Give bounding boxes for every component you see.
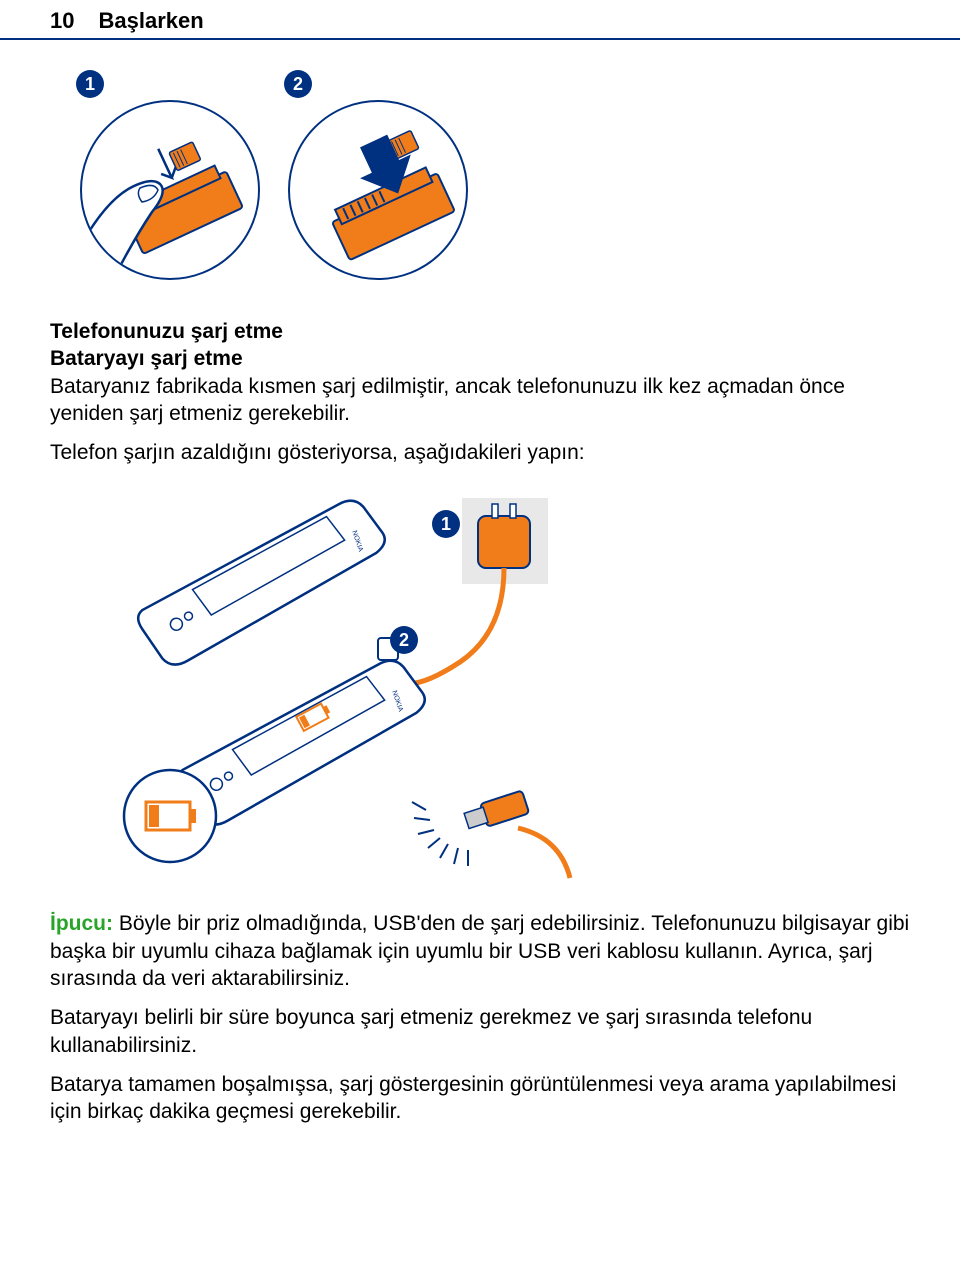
page-header: 10 Başlarken: [0, 0, 960, 40]
page-number: 10: [50, 8, 74, 34]
sdcard-illustration: 1 2: [70, 70, 490, 290]
paragraph-usage-during-charge: Bataryayı belirli bir süre boyunca şarj …: [50, 1004, 910, 1059]
section-title: Başlarken: [98, 8, 203, 34]
charging-illustration: NOKIA NOKIA: [70, 482, 610, 882]
heading-charge-battery: Bataryayı şarj etme: [50, 347, 243, 370]
sdcard-step1-svg: [82, 102, 260, 280]
step-badge-1: 1: [76, 70, 104, 98]
paragraph-fully-drained: Batarya tamamen boşalmışsa, şarj gösterg…: [50, 1071, 910, 1126]
tip-paragraph: İpucu: Böyle bir priz olmadığında, USB'd…: [50, 910, 910, 992]
section-headings: Telefonunuzu şarj etme Bataryayı şarj et…: [50, 318, 910, 427]
page-content: 1 2: [0, 40, 960, 1126]
instruction-text: Telefon şarjın azaldığını gösteriyorsa, …: [50, 439, 910, 466]
sdcard-step2-svg: [290, 102, 468, 280]
tip-label: İpucu:: [50, 912, 119, 935]
heading-charge-phone: Telefonunuzu şarj etme: [50, 320, 283, 343]
intro-text: Bataryanız fabrikada kısmen şarj edilmiş…: [50, 375, 845, 425]
header-line: 10 Başlarken: [50, 8, 910, 34]
sdcard-step1-circle: [80, 100, 260, 280]
charging-svg: NOKIA NOKIA: [70, 482, 610, 882]
sdcard-step2-circle: [288, 100, 468, 280]
step-badge-2: 2: [284, 70, 312, 98]
tip-body: Böyle bir priz olmadığında, USB'den de ş…: [50, 912, 909, 990]
